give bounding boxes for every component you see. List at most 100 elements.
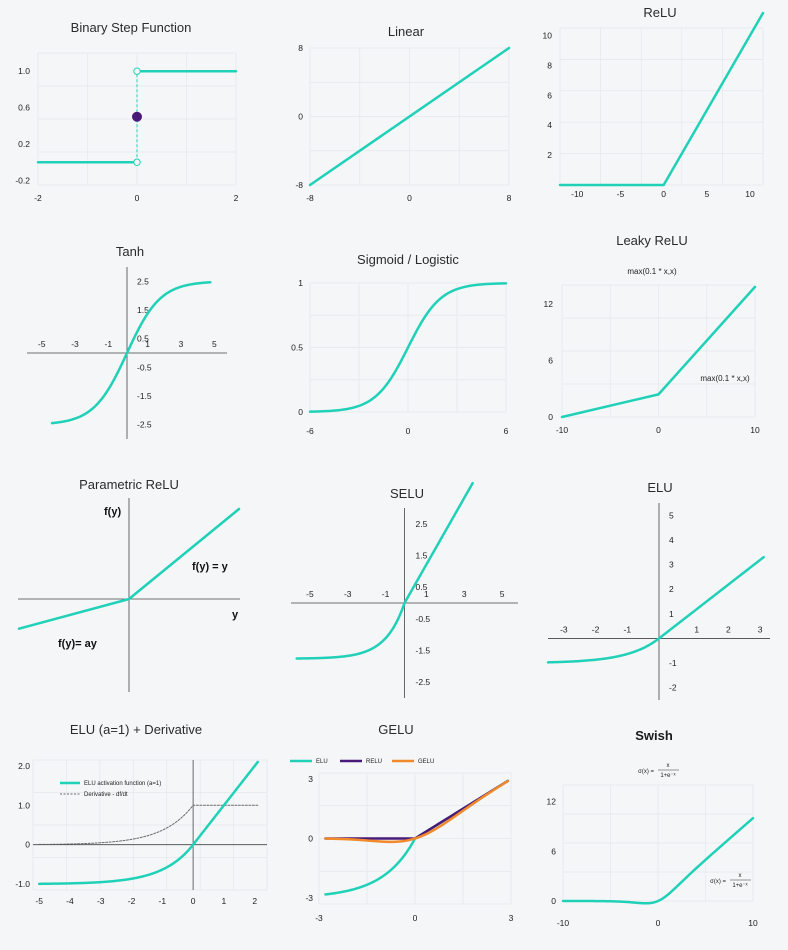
x-tick-label: 8 bbox=[507, 193, 512, 203]
x-tick-label: -1 bbox=[624, 624, 632, 634]
chart-title: Linear bbox=[388, 24, 425, 39]
x-tick-label: 0 bbox=[656, 425, 661, 435]
x-tick-label: 0 bbox=[191, 896, 196, 906]
positive-branch-label: f(y) = y bbox=[192, 561, 229, 573]
x-tick-label: 0 bbox=[413, 913, 418, 923]
y-tick-label: 1 bbox=[669, 609, 674, 619]
linear-line bbox=[308, 46, 511, 187]
elu-activation-curve bbox=[37, 760, 260, 886]
y-tick-label: -2.5 bbox=[416, 677, 431, 687]
legend-label: RELU bbox=[366, 759, 382, 765]
open-circle-low bbox=[133, 158, 141, 166]
x-tick-label: 10 bbox=[750, 425, 760, 435]
x-tick-label: -3 bbox=[97, 896, 105, 906]
y-tick-label: 1.0 bbox=[18, 66, 30, 76]
x-tick-label: 1 bbox=[694, 624, 699, 634]
leaky-relu-line bbox=[560, 285, 757, 419]
chart-title: Leaky ReLU bbox=[616, 233, 688, 248]
selu-curve bbox=[295, 481, 474, 660]
x-tick-label: 0 bbox=[656, 918, 661, 928]
y-tick-label: -2 bbox=[669, 683, 677, 693]
y-tick-label: 0 bbox=[25, 840, 30, 850]
y-axis-label: y bbox=[232, 609, 239, 621]
y-tick-label: -1.0 bbox=[15, 879, 30, 889]
y-tick-label: 10 bbox=[543, 30, 553, 40]
y-tick-label: 0.5 bbox=[137, 334, 149, 344]
swish-formula-top-denominator: 1+e⁻ˣ bbox=[660, 773, 675, 779]
x-tick-label: -8 bbox=[306, 193, 314, 203]
y-tick-label: 2.5 bbox=[416, 519, 428, 529]
y-tick-label: 2.0 bbox=[18, 761, 30, 771]
y-tick-label: -0.5 bbox=[416, 614, 431, 624]
x-tick-label: -3 bbox=[315, 913, 323, 923]
negative-branch-label: f(y)= ay bbox=[58, 638, 98, 650]
x-tick-label: -3 bbox=[71, 339, 79, 349]
chart-title: Swish bbox=[635, 728, 673, 743]
legend-elu-label: ELU activation function (a=1) bbox=[84, 781, 161, 787]
chart-title: Sigmoid / Logistic bbox=[357, 252, 459, 267]
sigmoid-chart: Sigmoid / Logistic 1 0.5 0 -6 0 6 bbox=[278, 240, 540, 475]
x-tick-label: 3 bbox=[758, 624, 763, 634]
y-tick-label: 2 bbox=[547, 150, 552, 160]
chart-title: Tanh bbox=[116, 244, 144, 259]
leaky-subtitle: max(0.1 * x,x) bbox=[627, 267, 677, 276]
chart-title: SELU bbox=[390, 486, 424, 501]
elu-chart: ELU -3 -2 -1 1 2 3 5 4 3 2 1 -1 -2 bbox=[526, 470, 788, 705]
x-tick-label: -2 bbox=[34, 193, 42, 203]
x-tick-label: 2 bbox=[726, 624, 731, 634]
x-tick-label: -5 bbox=[306, 589, 314, 599]
gelu-chart: GELU ELU RELU GELU 3 0 -3 -3 0 3 bbox=[278, 715, 540, 950]
y-tick-label: 6 bbox=[551, 846, 556, 856]
x-tick-label: -5 bbox=[617, 189, 625, 199]
x-tick-label: -10 bbox=[571, 189, 584, 199]
x-tick-label: 1 bbox=[222, 896, 227, 906]
swish-formula-inline-numerator: x bbox=[739, 873, 742, 879]
x-tick-label: 0 bbox=[135, 193, 140, 203]
sigmoid-curve bbox=[308, 282, 508, 413]
y-tick-label: 1.0 bbox=[18, 800, 30, 810]
y-tick-label: 0 bbox=[548, 412, 553, 422]
x-tick-label: 6 bbox=[504, 426, 509, 436]
open-circle-high bbox=[133, 67, 141, 75]
leaky-relu-chart: Leaky ReLU max(0.1 * x,x) max(0.1 * x,x) 12… bbox=[526, 225, 788, 460]
swish-curve bbox=[561, 816, 755, 905]
tanh-curve bbox=[50, 281, 212, 425]
fy-label: f(y) bbox=[104, 506, 121, 518]
chart-title: ReLU bbox=[643, 5, 676, 20]
y-tick-label: -0.5 bbox=[137, 362, 152, 372]
y-tick-label: 4 bbox=[669, 535, 674, 545]
relu-chart: ReLU 10 8 6 4 2 -10 -5 0 5 10 bbox=[530, 0, 788, 235]
y-tick-label: 12 bbox=[547, 797, 557, 807]
x-tick-label: 2 bbox=[252, 896, 257, 906]
elu-curve bbox=[546, 555, 765, 664]
y-tick-label: -1 bbox=[669, 658, 677, 668]
x-tick-label: -4 bbox=[66, 896, 74, 906]
y-tick-label: 3 bbox=[308, 774, 313, 784]
y-tick-label: 0.5 bbox=[291, 343, 303, 353]
chart-title: ELU (a=1) + Derivative bbox=[70, 722, 202, 737]
relu-line bbox=[558, 11, 765, 187]
y-tick-label: 0 bbox=[298, 112, 303, 122]
chart-title: Binary Step Function bbox=[71, 20, 192, 35]
midpoint-marker bbox=[132, 111, 142, 122]
x-tick-label: 1 bbox=[145, 339, 150, 349]
gelu-curve bbox=[324, 779, 510, 844]
y-tick-label: 8 bbox=[298, 43, 303, 53]
y-tick-label: 0.2 bbox=[18, 139, 30, 149]
selu-chart: SELU -5 -3 -1 1 3 5 2.5 1.5 0.5 -0.5 -1.5 -2.5 bbox=[278, 468, 540, 703]
y-tick-label: 8 bbox=[547, 60, 552, 70]
x-tick-label: 3 bbox=[462, 589, 467, 599]
y-tick-label: 0.5 bbox=[416, 582, 428, 592]
legend-derivative-label: Derivative - df/dt bbox=[84, 792, 128, 798]
y-tick-label: 6 bbox=[547, 90, 552, 100]
x-tick-label: -10 bbox=[557, 918, 570, 928]
y-tick-label: -3 bbox=[305, 893, 313, 903]
linear-chart: Linear 8 0 -8 -8 0 8 bbox=[278, 5, 540, 240]
y-tick-label: -1.5 bbox=[416, 646, 431, 656]
y-tick-label: 0.6 bbox=[18, 103, 30, 113]
leaky-annotation: max(0.1 * x,x) bbox=[700, 374, 750, 383]
x-tick-label: 5 bbox=[500, 589, 505, 599]
binary-step-chart: Binary Step Function 1.0 0.6 0.2 -0.2 -2 0 2 bbox=[5, 5, 267, 240]
swish-formula-top-numerator: x bbox=[667, 763, 670, 769]
prelu-line bbox=[17, 507, 241, 630]
